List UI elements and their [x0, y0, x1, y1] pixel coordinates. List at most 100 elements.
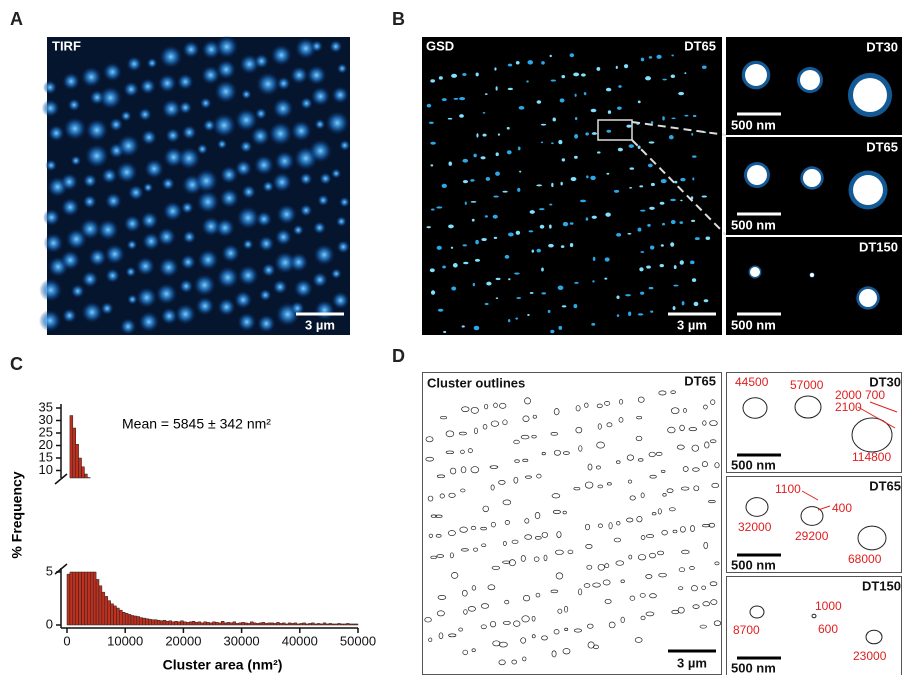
bar [108, 601, 111, 625]
bar [143, 618, 146, 625]
bar [125, 613, 128, 625]
bar [326, 624, 329, 625]
speck [680, 200, 682, 202]
speck [496, 86, 498, 90]
speck [463, 262, 468, 265]
cluster-area: 700 [865, 388, 885, 402]
blob [197, 191, 220, 214]
speck [616, 66, 618, 69]
speck [661, 244, 664, 246]
bar [256, 623, 259, 625]
blob [138, 108, 151, 121]
speck [662, 223, 665, 226]
bar [67, 574, 70, 625]
speck [482, 134, 486, 137]
speck [459, 97, 465, 100]
speck [627, 233, 631, 235]
blob [62, 73, 79, 90]
blob [237, 206, 260, 229]
speck [639, 185, 643, 187]
blob [147, 58, 158, 69]
bar [279, 623, 282, 625]
blob [157, 227, 176, 246]
speck [695, 237, 700, 240]
bar [166, 621, 169, 625]
image-tag: DT65 [684, 373, 716, 388]
speck [527, 60, 533, 64]
speck [629, 144, 634, 148]
figure: A TIRF 3 µm B GSD DT65 3 µm DT30500 nmDT… [0, 0, 902, 675]
speck [519, 106, 525, 110]
blob [60, 250, 80, 270]
speck [574, 282, 578, 284]
blob [140, 78, 156, 94]
x-axis-label: Cluster area (nm²) [163, 657, 283, 673]
blob [275, 151, 295, 171]
bar [297, 624, 300, 625]
speck [704, 299, 709, 302]
blob [83, 195, 97, 209]
bar [303, 623, 306, 625]
blob [63, 117, 86, 140]
gsd-image [422, 37, 722, 335]
speck [548, 244, 554, 248]
bar [343, 624, 346, 625]
cluster-area: 23000 [853, 649, 887, 663]
speck [516, 61, 520, 65]
speck [625, 294, 631, 296]
blob [217, 266, 239, 288]
speck [592, 280, 594, 282]
speck [584, 92, 587, 95]
bar [119, 610, 122, 625]
cluster [859, 289, 877, 307]
speck [453, 263, 458, 268]
scale-label: 500 nm [731, 117, 776, 132]
bar [311, 623, 314, 625]
bar [247, 623, 250, 625]
blob [299, 172, 312, 185]
speck [508, 278, 510, 280]
speck [585, 132, 589, 135]
speck [690, 261, 695, 265]
blob [215, 80, 238, 103]
blob [242, 185, 256, 199]
speck [476, 73, 479, 77]
bar [87, 478, 90, 626]
speck [431, 290, 435, 295]
blob [143, 182, 153, 192]
speck [562, 305, 567, 307]
speck [570, 53, 574, 57]
speck [571, 177, 577, 181]
blob [234, 291, 252, 309]
speck [508, 64, 512, 67]
bar [146, 619, 149, 625]
blob [200, 97, 212, 109]
scale-label: 3 µm [677, 655, 707, 670]
speck [581, 73, 586, 76]
bar [207, 622, 210, 625]
speck [649, 56, 652, 59]
blob [193, 274, 215, 296]
bar [157, 620, 160, 625]
speck [471, 201, 477, 203]
gsd-insets: DT30500 nmDT65500 nmDT150500 nm [726, 37, 902, 335]
speck [494, 237, 498, 239]
panel-label: A [10, 9, 23, 29]
speck [454, 98, 459, 100]
blob [179, 279, 193, 293]
blob [141, 130, 157, 146]
blob [61, 198, 79, 216]
speck [570, 243, 573, 247]
blob [109, 118, 123, 132]
y-tick-label: 35 [39, 399, 53, 414]
speck [574, 156, 578, 159]
blob [331, 268, 342, 279]
speck [648, 164, 653, 168]
speck [692, 155, 696, 157]
blob [182, 125, 197, 140]
blob [139, 312, 160, 333]
blob [317, 194, 329, 206]
speck [618, 85, 621, 88]
blob [258, 236, 274, 252]
speck [541, 292, 546, 294]
